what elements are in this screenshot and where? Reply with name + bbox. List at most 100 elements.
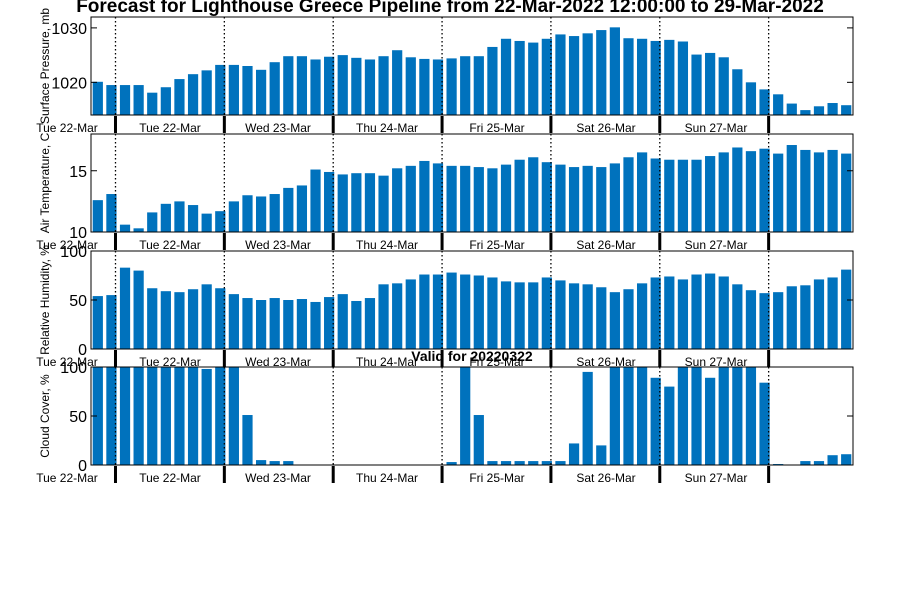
panel-3-bar [378,284,389,349]
panel-1-bar [187,74,199,115]
panel-4-bar [528,461,539,465]
panel-4-ylabel: Cloud Cover, % [38,374,52,458]
panel-4-bar [160,367,171,465]
panel-2-bar [419,160,430,232]
panel-3-bar [419,274,430,349]
panel-3-bar [337,294,348,349]
panel-4-bar [174,367,185,465]
panel-2-bar [650,158,661,232]
panel-4-day-label: Wed 23-Mar [245,471,311,485]
panel-3-bar [255,300,267,349]
panel-4-bar [841,454,852,465]
panel-2-day-boundary-tick [658,233,662,250]
panel-2-bar [582,165,593,232]
panel-3-bar [514,282,525,349]
panel-4-bar [255,460,267,465]
panel-4-bar [650,377,661,465]
panel-4-bar [119,367,131,465]
panel-1-day-boundary-tick [331,116,335,133]
panel-2-day-boundary-tick [331,233,335,250]
panel-2-bar [432,163,444,232]
panel-3-bar [351,300,362,349]
panel-4-bar [283,461,294,465]
panel-4-bar [813,461,825,465]
panel-2-bar [187,205,199,232]
panel-2-bar [337,174,348,232]
panel-2-bar [773,153,784,232]
panel-3-bar [745,290,757,349]
panel-3-bar [609,292,620,349]
panel-3-day-boundary-tick [113,350,117,367]
panel-4-bar [215,367,226,465]
panel-4-bar [691,367,702,465]
panel-4-bar [242,415,253,465]
panel-4-bar [446,462,457,465]
panel-2-day-boundary-tick [767,233,771,250]
panel-3-day-boundary-tick [658,350,662,367]
panel-3-bar [650,277,661,349]
panel-2-day-boundary-tick [222,233,226,250]
panel-1-bar [201,70,212,115]
panel-1-bar [773,94,784,115]
panel-4-ytick-label: 0 [78,458,87,475]
panel-3-bar [705,273,716,349]
panel-4-day-boundary-tick [222,466,226,483]
panel-2-bar [269,194,280,232]
panel-1-bar [745,82,757,115]
panel-2-bar [106,194,117,232]
panel-3-bar [800,285,811,349]
panel-2-bar [92,200,103,232]
panel-4-bar [541,461,552,465]
panel-3-bar [528,282,539,349]
panel-2-bar [351,173,362,232]
panel-1-bar [732,69,743,115]
panel-1-bar [364,59,376,115]
panel-4-bar [609,367,620,465]
panel-2-bar [555,164,566,233]
panel-2-bar [310,169,321,232]
panel-4-bar [582,371,593,465]
panel-1-day-boundary-tick [658,116,662,133]
valid-date-label: Valid for 20220322 [411,348,533,364]
panel-2-bar [378,175,389,232]
panel-1-bar [215,64,226,115]
panel-2-frame [90,133,854,233]
panel-3-bar [174,292,185,349]
panel-3-ytick-label: 50 [69,293,87,310]
panel-3-bar [568,283,580,349]
panel-2-bar [228,201,239,233]
panel-1-bar [664,39,675,116]
panel-4-bar [745,367,757,465]
panel-1-bar [841,105,852,115]
panel-4-day-label: Fri 25-Mar [469,471,524,485]
panel-3-bar [636,283,648,349]
panel-1-bar [446,58,457,115]
chart-title: Forecast for Lighthouse Greece Pipeline … [76,0,824,17]
panel-3-day-boundary-tick [331,350,335,367]
panel-1-bar [568,36,580,116]
panel-3-bar [691,274,702,349]
panel-3-bar [187,289,199,349]
panel-3-bar [201,284,212,349]
panel-2-bar [745,151,757,232]
panel-1-bar [119,85,131,115]
panel-2-bar [718,152,729,233]
panel-1-bar [405,57,416,115]
panel-1-bar [337,55,348,115]
panel-4-bar [187,367,199,465]
panel-3-bar [555,280,566,349]
panel-4-bar [514,461,525,465]
panel-3-bar [487,277,498,349]
panel-1-bar [636,38,648,115]
panel-2-bar [691,159,702,232]
panel-1-bar [528,42,539,116]
panel-2-bar [392,168,403,232]
panel-2-bar [283,187,294,232]
panel-2-bar [623,157,634,232]
panel-3-bar [119,267,131,349]
panel-1-bar [718,57,729,115]
panel-4-bar [705,377,716,465]
panel-2-bar [786,145,797,232]
panel-2-day-label: Wed 23-Mar [245,238,311,252]
